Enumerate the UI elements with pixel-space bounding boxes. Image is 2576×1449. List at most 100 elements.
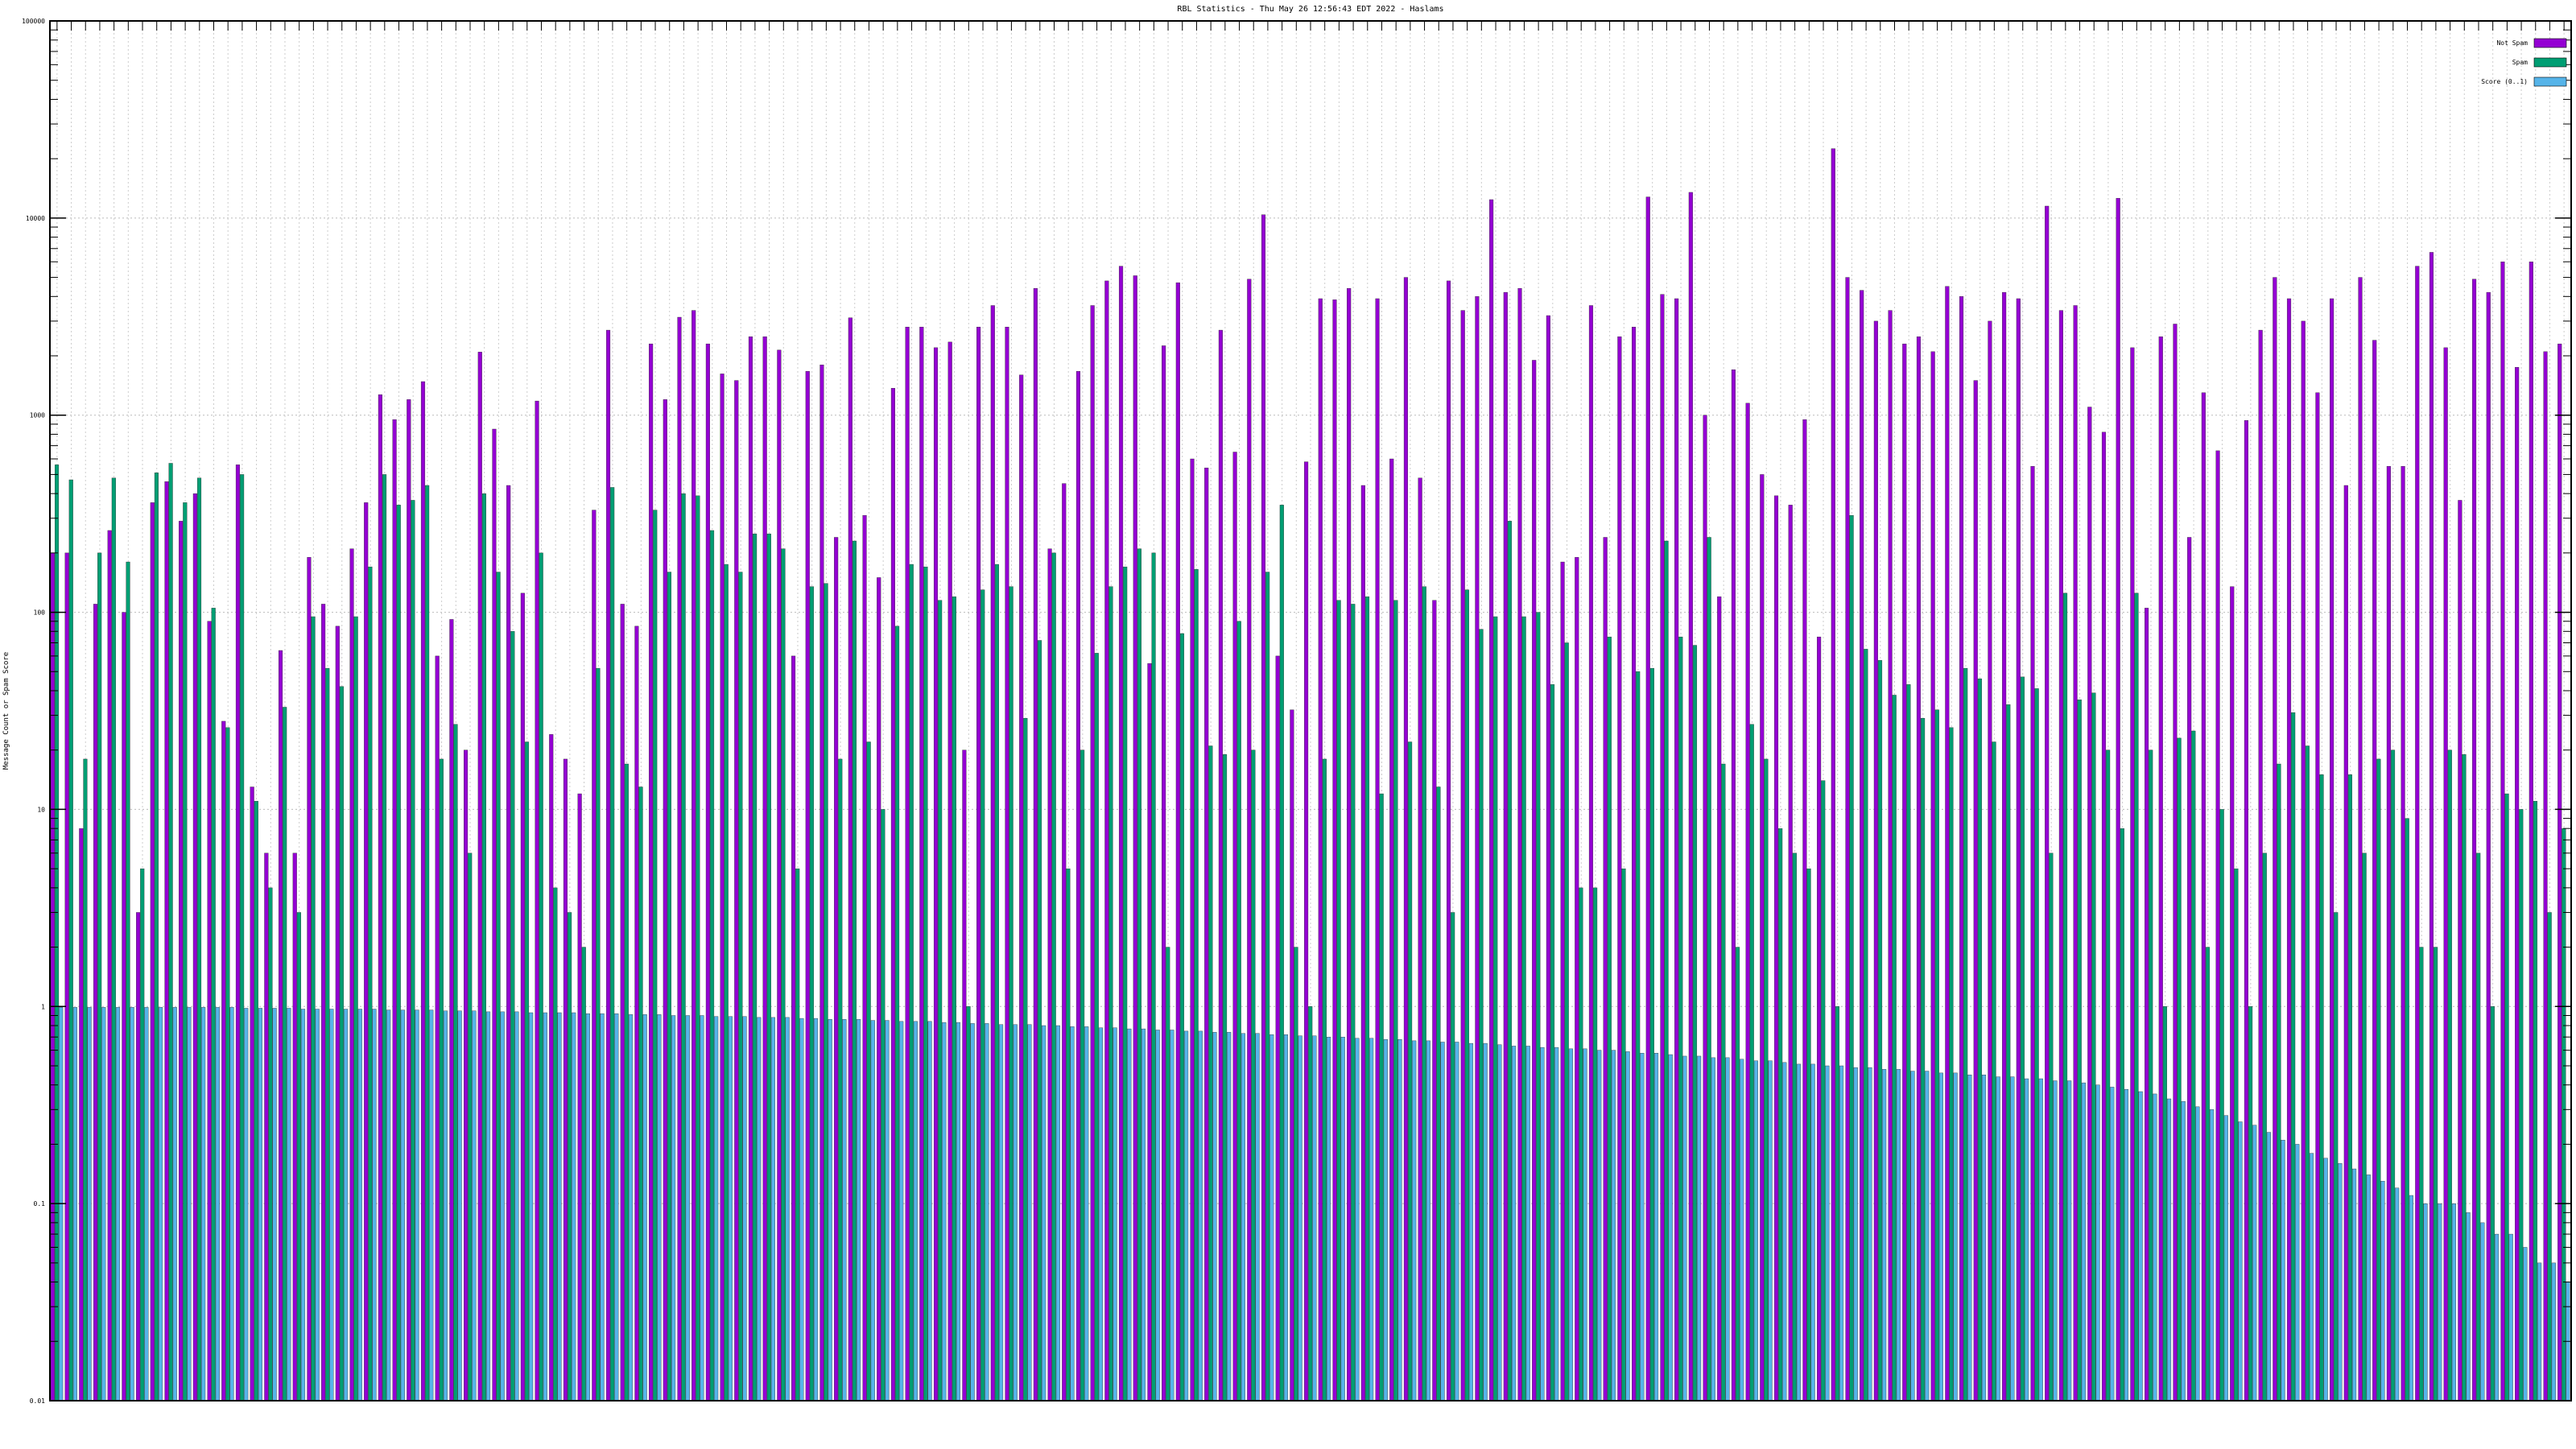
bar-not-spam bbox=[136, 912, 141, 1402]
bar-spam bbox=[610, 487, 615, 1402]
bar-score-0-1 bbox=[2223, 1115, 2228, 1402]
bar-spam bbox=[1080, 749, 1085, 1402]
bar-spam bbox=[468, 852, 473, 1402]
bar-spam bbox=[126, 561, 130, 1402]
bar-not-spam bbox=[1218, 329, 1223, 1402]
bar-score-0-1 bbox=[2338, 1162, 2343, 1402]
y-tick-label: 1 bbox=[41, 1003, 45, 1010]
bar-spam bbox=[1279, 505, 1284, 1402]
bar-score-0-1 bbox=[1241, 1033, 1245, 1402]
bar-not-spam bbox=[1845, 277, 1850, 1402]
bar-spam bbox=[2362, 852, 2367, 1402]
bar-spam bbox=[296, 912, 301, 1402]
bar-spam bbox=[1607, 636, 1612, 1402]
bar-score-0-1 bbox=[2252, 1125, 2257, 1402]
bar-spam bbox=[667, 572, 672, 1402]
bar-score-0-1 bbox=[1141, 1028, 1146, 1402]
bar-score-0-1 bbox=[344, 1009, 349, 1402]
bar-spam bbox=[2091, 692, 2096, 1402]
bar-not-spam bbox=[890, 388, 895, 1402]
bar-not-spam bbox=[1290, 709, 1294, 1402]
bar-score-0-1 bbox=[1512, 1046, 1517, 1402]
bar-score-0-1 bbox=[1212, 1032, 1217, 1402]
bar-score-0-1 bbox=[2494, 1233, 2500, 1402]
bar-score-0-1 bbox=[172, 1007, 177, 1402]
bar-spam bbox=[994, 564, 999, 1402]
bar-not-spam bbox=[1945, 286, 1950, 1402]
bar-spam bbox=[2305, 745, 2310, 1402]
bar-not-spam bbox=[364, 502, 369, 1402]
bar-spam bbox=[638, 786, 643, 1402]
bar-score-0-1 bbox=[1967, 1074, 1972, 1402]
bar-not-spam bbox=[1760, 474, 1765, 1402]
bar-spam bbox=[1521, 616, 1526, 1402]
bar-not-spam bbox=[1475, 296, 1480, 1402]
bar-not-spam bbox=[2301, 320, 2306, 1402]
bar-score-0-1 bbox=[1084, 1026, 1089, 1402]
bar-score-0-1 bbox=[1326, 1037, 1331, 1402]
bar-score-0-1 bbox=[357, 1009, 362, 1402]
bar-score-0-1 bbox=[1682, 1055, 1687, 1402]
bar-score-0-1 bbox=[2166, 1098, 2172, 1402]
bar-score-0-1 bbox=[1525, 1046, 1530, 1402]
bar-not-spam bbox=[1204, 468, 1209, 1402]
bar-spam bbox=[809, 586, 814, 1402]
bar-score-0-1 bbox=[2067, 1080, 2072, 1402]
bar-score-0-1 bbox=[785, 1017, 790, 1402]
bar-spam bbox=[2049, 852, 2054, 1402]
bar-score-0-1 bbox=[2352, 1168, 2357, 1402]
bar-score-0-1 bbox=[614, 1013, 619, 1402]
bar-score-0-1 bbox=[2281, 1140, 2285, 1402]
bar-score-0-1 bbox=[1882, 1069, 1887, 1402]
bar-not-spam bbox=[2386, 466, 2391, 1402]
bar-spam bbox=[1579, 887, 1583, 1402]
bar-spam bbox=[1464, 589, 1469, 1402]
bar-score-0-1 bbox=[2551, 1262, 2556, 1402]
bar-score-0-1 bbox=[258, 1008, 262, 1402]
bar-spam bbox=[1066, 868, 1071, 1402]
bar-not-spam bbox=[1688, 192, 1693, 1402]
bar-score-0-1 bbox=[2110, 1087, 2115, 1402]
bar-spam bbox=[881, 809, 886, 1402]
chart-title: RBL Statistics - Thu May 26 12:56:43 EDT… bbox=[1177, 5, 1443, 14]
bar-spam bbox=[339, 686, 345, 1402]
bar-spam bbox=[254, 801, 258, 1402]
bar-spam bbox=[1764, 758, 1769, 1402]
bar-score-0-1 bbox=[1711, 1057, 1715, 1402]
bar-score-0-1 bbox=[1868, 1067, 1872, 1402]
bar-score-0-1 bbox=[101, 1007, 106, 1402]
bar-score-0-1 bbox=[1455, 1042, 1459, 1402]
bar-spam bbox=[2277, 763, 2281, 1402]
bar-score-0-1 bbox=[998, 1024, 1004, 1402]
bar-spam bbox=[1621, 868, 1626, 1402]
bar-spam bbox=[952, 596, 956, 1402]
bar-not-spam bbox=[2230, 586, 2235, 1402]
bar-spam bbox=[353, 616, 358, 1402]
bars bbox=[50, 148, 2570, 1402]
x-ticks bbox=[56, 21, 2565, 31]
bar-score-0-1 bbox=[1155, 1030, 1160, 1402]
bar-not-spam bbox=[2045, 205, 2050, 1402]
bar-not-spam bbox=[877, 577, 881, 1402]
bar-score-0-1 bbox=[1597, 1050, 1602, 1402]
bar-not-spam bbox=[107, 530, 112, 1402]
bar-score-0-1 bbox=[2266, 1132, 2271, 1402]
bar-not-spam bbox=[1745, 402, 1750, 1402]
bar-spam bbox=[2419, 947, 2424, 1402]
bar-not-spam bbox=[1347, 287, 1352, 1402]
bar-spam bbox=[2376, 758, 2381, 1402]
bar-spam bbox=[1236, 621, 1241, 1402]
bar-not-spam bbox=[2130, 347, 2135, 1402]
bar-not-spam bbox=[862, 515, 867, 1402]
bar-score-0-1 bbox=[1255, 1033, 1260, 1402]
bar-not-spam bbox=[2372, 340, 2377, 1402]
bar-not-spam bbox=[1617, 336, 1622, 1402]
bar-spam bbox=[2319, 774, 2324, 1402]
bar-not-spam bbox=[378, 394, 382, 1402]
bar-not-spam bbox=[2101, 431, 2107, 1402]
bar-score-0-1 bbox=[2038, 1078, 2043, 1402]
bar-score-0-1 bbox=[1668, 1054, 1673, 1402]
bar-score-0-1 bbox=[2480, 1222, 2485, 1402]
bar-not-spam bbox=[1318, 298, 1323, 1402]
legend-label: Not Spam bbox=[2496, 39, 2528, 47]
